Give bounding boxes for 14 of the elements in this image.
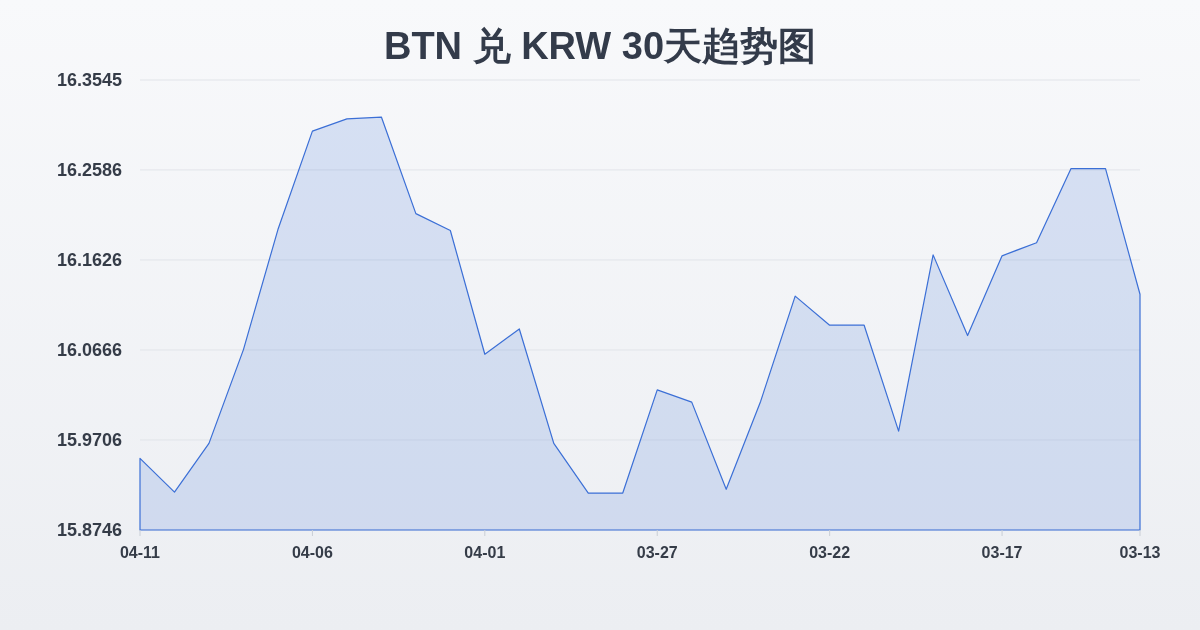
x-tick-label: 03-17 bbox=[981, 543, 1023, 561]
x-tick-label: 03-13 bbox=[1119, 543, 1161, 561]
x-tick-label: 04-01 bbox=[464, 543, 506, 561]
x-tick-label: 04-11 bbox=[119, 543, 161, 561]
x-tick-label: 04-06 bbox=[291, 543, 333, 561]
x-tick-label: 03-27 bbox=[636, 543, 678, 561]
y-tick-label: 15.8746 bbox=[56, 520, 122, 540]
y-tick-label: 15.9706 bbox=[56, 429, 122, 450]
y-tick-label: 16.0666 bbox=[56, 339, 122, 360]
y-tick-label: 16.1626 bbox=[56, 249, 122, 270]
chart-title: BTN 兑 KRW 30天趋势图 bbox=[383, 25, 817, 67]
y-tick-label: 16.2586 bbox=[56, 159, 122, 180]
y-tick-label: 16.3545 bbox=[56, 70, 122, 90]
x-tick-label: 03-22 bbox=[809, 543, 851, 561]
